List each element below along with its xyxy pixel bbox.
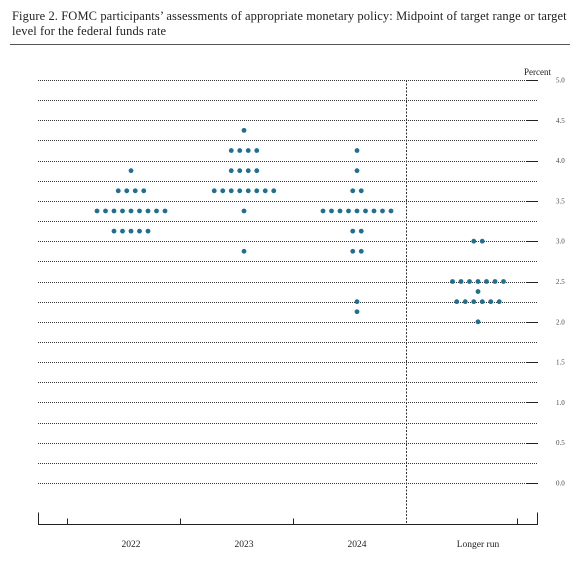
data-dot <box>228 168 234 174</box>
data-dot <box>103 208 108 214</box>
data-dot <box>124 188 130 194</box>
data-dot <box>337 208 343 214</box>
x-category-label: 2023 <box>235 540 254 550</box>
data-dot <box>488 299 494 305</box>
data-dot <box>475 319 481 325</box>
data-dot <box>145 208 151 214</box>
y-tick-label: 2.5 <box>556 278 565 286</box>
data-dot <box>245 168 251 174</box>
data-dot <box>137 208 142 214</box>
data-dot <box>329 208 334 214</box>
x-category-label: 2022 <box>122 540 141 550</box>
x-category-label: 2024 <box>348 540 367 550</box>
y-tick-label: 2.0 <box>556 318 565 326</box>
data-dot <box>475 289 481 294</box>
data-dot <box>228 148 234 153</box>
data-dot <box>471 299 477 305</box>
data-dot <box>350 188 356 194</box>
data-dot <box>354 148 360 153</box>
data-dot <box>358 228 364 234</box>
y-tick-label: 5.0 <box>556 77 565 85</box>
data-dot <box>271 188 277 194</box>
data-dot <box>141 188 147 194</box>
y-tick-label: 1.5 <box>556 359 565 367</box>
data-dot <box>346 208 351 214</box>
data-dot <box>320 208 326 214</box>
data-dot <box>363 208 368 214</box>
y-tick-label: 3.0 <box>556 238 565 246</box>
data-dot <box>479 238 485 244</box>
data-dot <box>128 228 134 234</box>
data-dot <box>484 279 489 284</box>
data-dot <box>245 148 251 153</box>
figure-title: Figure 2. FOMC participants’ assessments… <box>12 9 567 38</box>
data-dot <box>371 208 377 214</box>
data-dot <box>228 188 234 194</box>
data-dot <box>237 188 243 194</box>
data-dot <box>471 238 477 244</box>
data-dot <box>211 188 217 194</box>
data-dot <box>388 208 394 214</box>
data-dot <box>162 208 168 214</box>
data-dot <box>354 168 360 174</box>
data-dot <box>245 188 251 194</box>
y-tick-label: 0.0 <box>556 480 565 488</box>
data-dot <box>467 279 472 284</box>
data-dot <box>380 208 385 214</box>
data-dot <box>241 127 247 133</box>
data-dot <box>475 279 481 284</box>
data-dot <box>120 208 125 214</box>
data-dot <box>137 228 142 234</box>
data-dot <box>241 248 247 254</box>
x-category-label: Longer run <box>457 540 500 550</box>
data-dot <box>145 228 151 234</box>
data-dot <box>350 228 356 234</box>
data-dot <box>458 279 464 284</box>
title-rule <box>10 44 570 45</box>
data-dot <box>479 299 485 305</box>
data-dot <box>254 168 260 174</box>
data-dot <box>132 188 138 194</box>
data-dot <box>254 148 260 153</box>
data-dot <box>350 248 356 254</box>
data-dot <box>354 299 360 305</box>
data-dot <box>501 279 506 284</box>
data-dot <box>111 228 117 234</box>
data-dot <box>492 279 498 284</box>
data-dot <box>94 208 100 214</box>
data-dot <box>237 148 243 153</box>
data-dot <box>128 168 134 174</box>
y-tick-label: 1.0 <box>556 399 565 407</box>
data-dot <box>237 168 243 174</box>
unit-label: Percent <box>524 67 551 77</box>
data-dot <box>120 228 125 234</box>
data-dot <box>358 248 364 254</box>
y-tick-label: 0.5 <box>556 439 565 447</box>
data-dot <box>115 188 121 194</box>
y-tick-label: 4.0 <box>556 157 565 165</box>
data-dot <box>220 188 226 194</box>
data-dot <box>154 208 159 214</box>
data-dot <box>454 299 460 305</box>
data-dot <box>462 299 468 305</box>
data-dot <box>354 208 360 214</box>
data-dot <box>354 309 360 315</box>
data-dot <box>450 279 455 284</box>
data-dot <box>111 208 117 214</box>
data-dot <box>254 188 260 194</box>
data-dot <box>241 208 247 214</box>
y-tick-label: 4.5 <box>556 117 565 125</box>
data-dot <box>262 188 268 194</box>
data-dot <box>128 208 134 214</box>
data-dot <box>496 299 502 305</box>
data-dot <box>358 188 364 194</box>
y-tick-label: 3.5 <box>556 197 565 205</box>
